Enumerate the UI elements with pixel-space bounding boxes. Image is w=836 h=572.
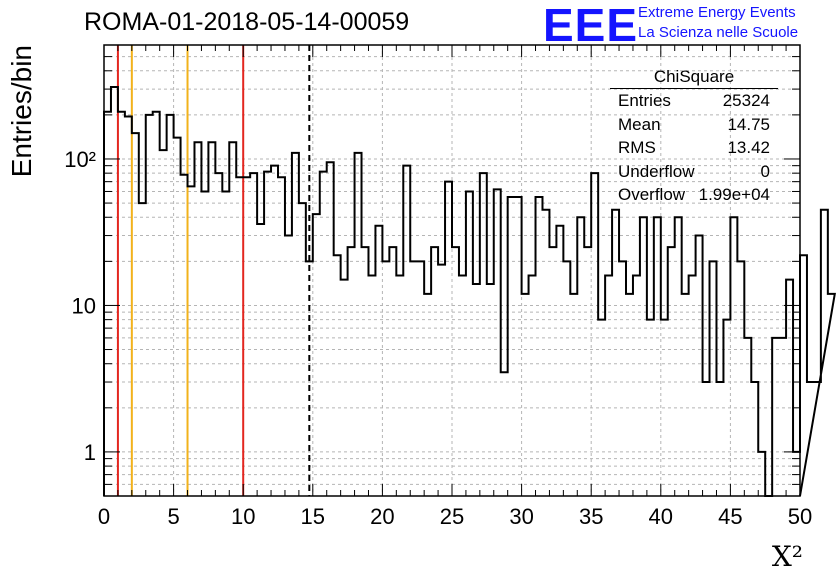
stats-row-overflow: Overflow 1.99e+04 — [610, 183, 778, 207]
x-tick-label: 35 — [579, 504, 603, 529]
x-tick-label: 25 — [440, 504, 464, 529]
stats-label: Mean — [618, 114, 661, 134]
eee-logo: EEE — [543, 0, 639, 51]
stats-label: Underflow — [618, 161, 695, 181]
reference-lines — [116, 45, 311, 496]
stats-value: 14.75 — [727, 114, 770, 134]
stats-label: Overflow — [618, 185, 686, 204]
stats-label: Entries — [618, 91, 671, 110]
x-tick-label: 40 — [649, 504, 673, 529]
histogram — [103, 86, 836, 497]
y-axis-label: Entries/bin — [6, 45, 37, 177]
stats-title: ChiSquare — [610, 66, 778, 89]
stats-row-mean: Mean 14.75 — [610, 113, 778, 137]
stats-value: 13.42 — [727, 138, 770, 157]
stats-row-rms: RMS 13.42 — [610, 136, 778, 160]
y-tick-label: 10 — [72, 293, 96, 318]
x-tick-label: 20 — [370, 504, 394, 529]
logo-line-1: Extreme Energy Events — [638, 4, 796, 21]
x-tick-label: 10 — [231, 504, 255, 529]
stats-row-underflow: Underflow 0 — [610, 160, 778, 184]
y-tick-label: 1 — [84, 440, 96, 465]
axis-ticks: 0 5 10 15 20 25 30 35 40 45 50 1 10 10² — [64, 44, 812, 529]
x-tick-label: 45 — [718, 504, 742, 529]
stats-row-entries: Entries 25324 — [610, 89, 778, 113]
stats-value: 0 — [760, 161, 770, 181]
x-tick-label: 50 — [788, 504, 812, 529]
x-tick-label: 15 — [301, 504, 325, 529]
stats-label: RMS — [618, 138, 656, 157]
chart-title: ROMA-01-2018-05-14-00059 — [84, 8, 410, 36]
logo-line-2: La Scienza nelle Scuole — [638, 24, 799, 41]
stats-value: 1.99e+04 — [698, 185, 770, 204]
x-tick-label: 30 — [509, 504, 533, 529]
histogram-line — [103, 86, 836, 497]
x-axis-label: X² — [772, 540, 803, 572]
x-tick-label: 5 — [167, 504, 179, 529]
y-tick-label: 10² — [64, 147, 96, 172]
stats-box: ChiSquare Entries 25324 Mean 14.75 RMS 1… — [610, 66, 778, 207]
x-tick-label: 0 — [98, 504, 110, 529]
stats-value: 25324 — [722, 91, 770, 110]
